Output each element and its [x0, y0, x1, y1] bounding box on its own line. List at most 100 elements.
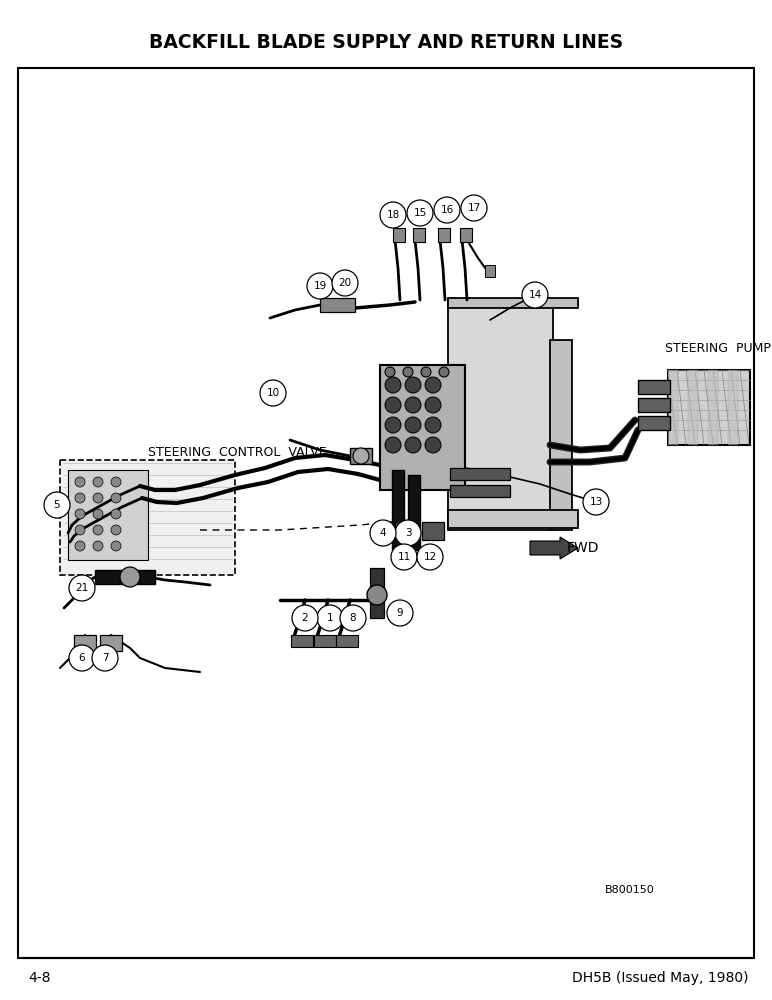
Circle shape — [69, 645, 95, 671]
Bar — [448, 298, 578, 308]
Text: 12: 12 — [423, 552, 437, 562]
Text: STEERING  CONTROL  VALVE: STEERING CONTROL VALVE — [148, 446, 327, 458]
Circle shape — [425, 377, 441, 393]
Text: 15: 15 — [413, 208, 427, 218]
Circle shape — [75, 509, 85, 519]
Text: 4-8: 4-8 — [28, 971, 50, 985]
Text: 5: 5 — [54, 500, 60, 510]
Circle shape — [307, 273, 333, 299]
Circle shape — [93, 509, 103, 519]
Circle shape — [407, 200, 433, 226]
Bar — [422, 522, 444, 540]
Circle shape — [93, 541, 103, 551]
Bar — [68, 470, 148, 560]
Circle shape — [425, 397, 441, 413]
Text: 18: 18 — [386, 210, 400, 220]
Circle shape — [395, 520, 421, 546]
Bar — [638, 416, 670, 430]
Text: 2: 2 — [302, 613, 308, 623]
Circle shape — [405, 417, 421, 433]
Text: B800150: B800150 — [605, 885, 655, 895]
Bar — [95, 570, 155, 584]
Circle shape — [522, 282, 548, 308]
Text: 11: 11 — [398, 552, 411, 562]
Circle shape — [111, 477, 121, 487]
Circle shape — [340, 605, 366, 631]
Circle shape — [69, 575, 95, 601]
Bar — [370, 568, 384, 618]
Text: 4: 4 — [380, 528, 386, 538]
Bar — [350, 448, 372, 464]
Bar — [100, 635, 122, 651]
Text: 1: 1 — [327, 613, 334, 623]
Circle shape — [439, 367, 449, 377]
Text: 20: 20 — [338, 278, 351, 288]
Circle shape — [93, 493, 103, 503]
Bar — [60, 460, 235, 575]
Text: STEERING  PUMP: STEERING PUMP — [665, 342, 771, 355]
Text: 3: 3 — [405, 528, 411, 538]
Circle shape — [461, 195, 487, 221]
Circle shape — [425, 417, 441, 433]
Circle shape — [353, 448, 369, 464]
Circle shape — [405, 437, 421, 453]
Text: 8: 8 — [350, 613, 357, 623]
Text: 14: 14 — [528, 290, 542, 300]
Circle shape — [75, 477, 85, 487]
Bar — [393, 228, 405, 242]
Circle shape — [75, 493, 85, 503]
Bar — [450, 485, 510, 497]
Circle shape — [111, 493, 121, 503]
Circle shape — [370, 520, 396, 546]
Circle shape — [385, 397, 401, 413]
Circle shape — [583, 489, 609, 515]
Circle shape — [111, 541, 121, 551]
Circle shape — [391, 544, 417, 570]
Text: DH5B (Issued May, 1980): DH5B (Issued May, 1980) — [571, 971, 748, 985]
Bar — [708, 370, 718, 445]
Text: 21: 21 — [76, 583, 89, 593]
Bar — [668, 370, 750, 445]
Bar — [336, 635, 358, 647]
Bar — [392, 470, 404, 550]
Bar — [448, 300, 553, 530]
Text: FWD: FWD — [567, 541, 600, 555]
Bar — [413, 228, 425, 242]
Bar — [74, 635, 96, 651]
Circle shape — [385, 377, 401, 393]
Circle shape — [292, 605, 318, 631]
Text: 9: 9 — [397, 608, 403, 618]
FancyArrow shape — [530, 537, 578, 559]
Bar — [485, 265, 495, 277]
Circle shape — [111, 509, 121, 519]
Circle shape — [405, 397, 421, 413]
Bar — [291, 635, 313, 647]
Bar — [550, 340, 572, 530]
Circle shape — [380, 202, 406, 228]
Bar — [380, 365, 465, 490]
Text: 7: 7 — [102, 653, 108, 663]
Circle shape — [44, 492, 70, 518]
Bar — [728, 370, 738, 445]
Text: 16: 16 — [440, 205, 454, 215]
Bar — [408, 475, 420, 550]
Circle shape — [75, 541, 85, 551]
Circle shape — [417, 544, 443, 570]
Circle shape — [317, 605, 343, 631]
Bar — [638, 398, 670, 412]
Circle shape — [92, 645, 118, 671]
Bar — [438, 228, 450, 242]
Circle shape — [385, 367, 395, 377]
Bar — [314, 635, 336, 647]
Bar — [460, 228, 472, 242]
Circle shape — [387, 600, 413, 626]
Circle shape — [425, 437, 441, 453]
Circle shape — [434, 197, 460, 223]
Bar — [18, 68, 754, 958]
Text: 10: 10 — [266, 388, 279, 398]
Bar — [320, 298, 355, 312]
Circle shape — [385, 437, 401, 453]
Bar — [668, 370, 678, 445]
Circle shape — [332, 270, 358, 296]
Circle shape — [120, 567, 140, 587]
